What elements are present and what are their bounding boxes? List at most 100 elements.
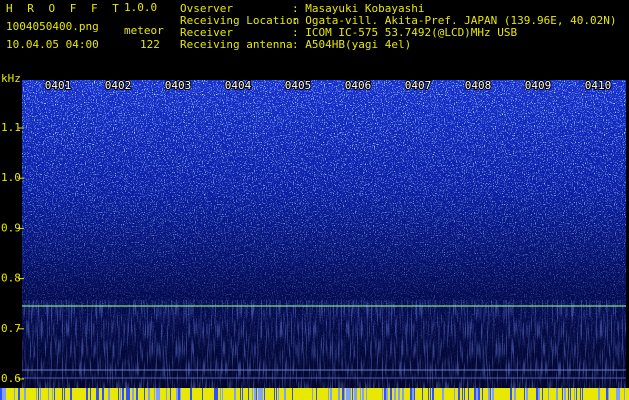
strip-mark	[24, 388, 26, 400]
date-time: 10.04.05 04:00	[6, 38, 99, 51]
strip-mark	[220, 388, 221, 400]
strip-mark	[292, 388, 293, 400]
strip-mark	[574, 388, 575, 400]
y-unit: kHz	[1, 72, 21, 85]
app-name: H R O F F T	[6, 2, 123, 15]
strip-mark	[390, 388, 392, 400]
strip-mark	[48, 388, 49, 400]
field-value: : A504HB(yagi 4el)	[292, 38, 411, 51]
strip-mark	[222, 388, 223, 400]
strip-mark	[410, 388, 412, 400]
strip-mark	[284, 388, 286, 400]
time-label: 0402	[105, 79, 132, 92]
strip-mark	[0, 388, 2, 400]
strip-mark	[52, 388, 53, 400]
meteor-strip	[0, 388, 629, 400]
strip-mark	[190, 388, 192, 400]
strip-mark	[412, 388, 414, 400]
strip-mark	[562, 388, 563, 400]
strip-mark	[170, 388, 171, 400]
axes: kHz 1.1 1.0 0.9 0.8 0.7 0.6 0401 0402 0403 0404 040…	[1, 72, 612, 385]
strip-mark	[274, 388, 275, 400]
y-label: 0.9	[1, 221, 21, 234]
strip-mark	[414, 388, 415, 400]
strip-mark	[350, 388, 351, 400]
strip-mark	[154, 388, 155, 400]
field-label: Receiving antenna	[180, 38, 293, 51]
strip-mark	[90, 388, 91, 400]
meteor-strip-marks	[0, 388, 625, 400]
strip-mark	[158, 388, 160, 400]
time-label: 0408	[465, 79, 492, 92]
strip-mark	[490, 388, 491, 400]
app-version: 1.0.0	[124, 1, 157, 14]
strip-mark	[248, 388, 249, 400]
field-label: Ovserver	[180, 2, 233, 15]
strip-mark	[394, 388, 396, 400]
y-label: 0.8	[1, 272, 21, 285]
strip-mark	[260, 388, 262, 400]
strip-mark	[514, 388, 516, 400]
strip-mark	[432, 388, 434, 400]
strip-mark	[38, 388, 39, 400]
strip-mark	[216, 388, 218, 400]
strip-mark	[120, 388, 121, 400]
strip-mark	[524, 388, 525, 400]
strip-mark	[422, 388, 423, 400]
field-value: : ICOM IC-575 53.7492(@LCD)MHz USB	[292, 26, 518, 39]
strip-mark	[382, 388, 383, 400]
strip-mark	[86, 388, 88, 400]
strip-mark	[278, 388, 279, 400]
strip-mark	[344, 388, 345, 400]
meteor-count: 122	[140, 38, 160, 51]
strip-mark	[362, 388, 364, 400]
strip-mark	[538, 388, 540, 400]
strip-mark	[40, 388, 41, 400]
strip-mark	[118, 388, 119, 400]
strip-mark	[606, 388, 608, 400]
strip-mark	[62, 388, 63, 400]
strip-mark	[576, 388, 577, 400]
field-label: Receiving Location	[180, 14, 299, 27]
strip-mark	[492, 388, 494, 400]
strip-mark	[316, 388, 317, 400]
strip-mark	[352, 388, 353, 400]
time-label: 0401	[45, 79, 72, 92]
y-label: 0.7	[1, 322, 21, 335]
strip-mark	[510, 388, 512, 400]
y-label: 1.1	[1, 121, 21, 134]
strip-mark	[4, 388, 6, 400]
strip-mark	[570, 388, 571, 400]
strip-mark	[346, 388, 348, 400]
strip-mark	[126, 388, 128, 400]
strip-mark	[624, 388, 625, 400]
strip-mark	[136, 388, 138, 400]
strip-mark	[442, 388, 444, 400]
strip-mark	[548, 388, 549, 400]
strip-mark	[348, 388, 350, 400]
strip-mark	[176, 388, 178, 400]
strip-mark	[98, 388, 99, 400]
time-label: 0407	[405, 79, 432, 92]
field-value: : Ogata-vill. Akita-Pref. JAPAN (139.96E…	[292, 14, 617, 27]
strip-mark	[96, 388, 98, 400]
strip-mark	[366, 388, 367, 400]
strip-mark	[430, 388, 431, 400]
strip-mark	[156, 388, 158, 400]
strip-mark	[242, 388, 243, 400]
strip-mark	[556, 388, 558, 400]
strip-mark	[458, 388, 460, 400]
time-label: 0404	[225, 79, 252, 92]
field-label: Receiver	[180, 26, 233, 39]
time-label: 0409	[525, 79, 552, 92]
strip-mark	[338, 388, 340, 400]
strip-mark	[568, 388, 569, 400]
strip-mark	[386, 388, 388, 400]
strip-mark	[256, 388, 257, 400]
y-label: 1.0	[1, 171, 21, 184]
strip-mark	[462, 388, 463, 400]
strip-mark	[166, 388, 167, 400]
strip-mark	[240, 388, 241, 400]
